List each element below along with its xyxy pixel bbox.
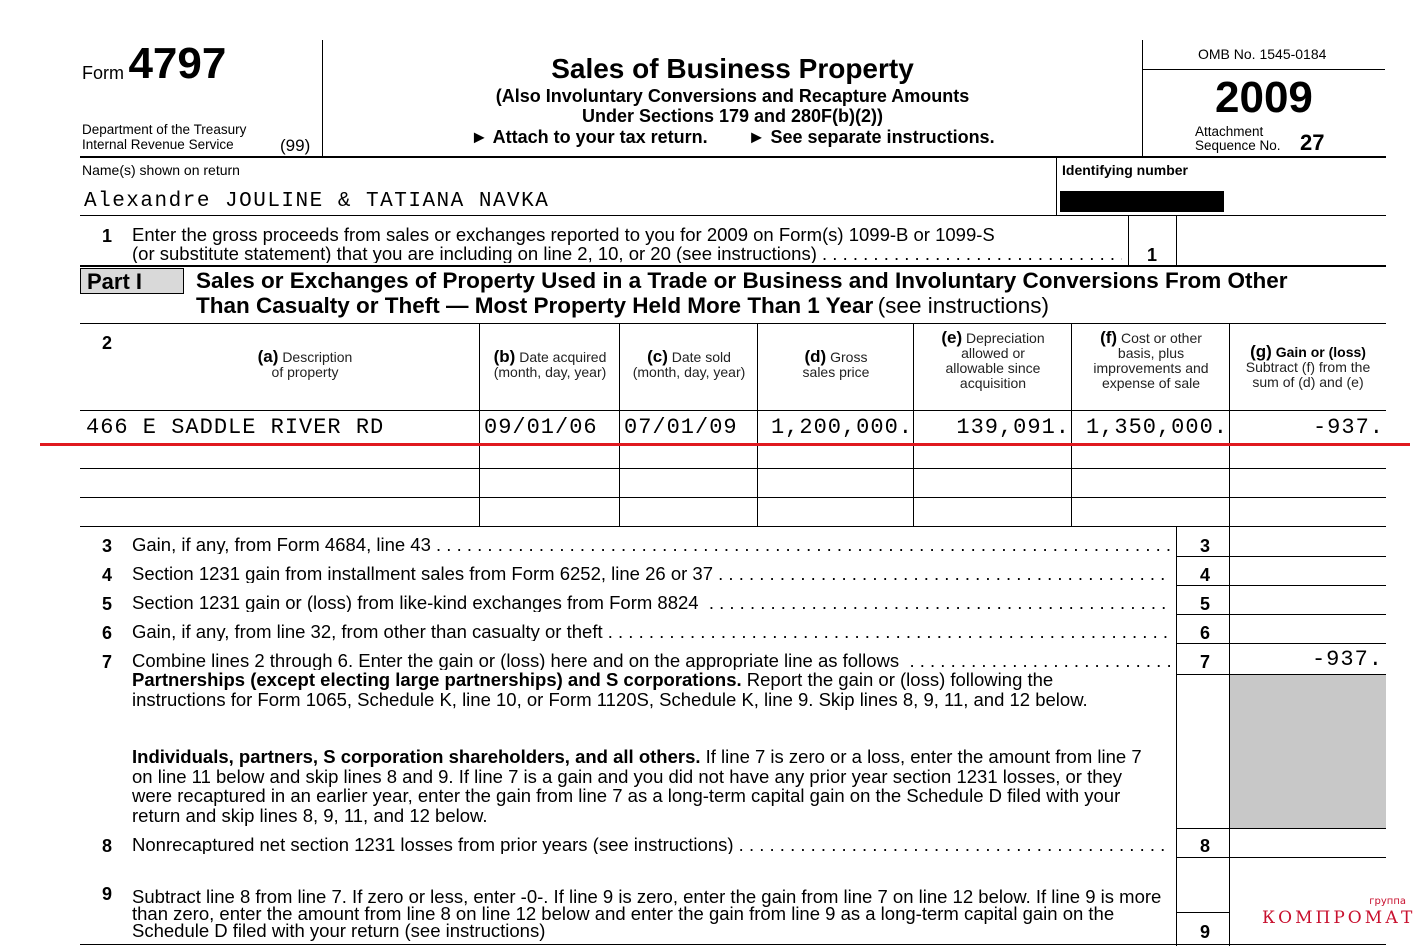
form-subtitle-2: Under Sections 179 and 280F(b)(2)) — [581, 106, 884, 126]
line-5-number: 5 — [102, 594, 113, 614]
date-sold[interactable]: 07/01/09 — [624, 415, 738, 440]
line-5-amount-field[interactable] — [1231, 586, 1385, 613]
col-b-header: (b) Date acquired (month, day, year) — [493, 347, 607, 380]
line-8-box-label: 8 — [1200, 836, 1211, 856]
form-title: Sales of Business Property — [551, 53, 914, 84]
table-row-empty[interactable] — [80, 498, 1386, 525]
line-7-amount[interactable]: -937. — [1311, 647, 1383, 672]
line-7-box-label: 7 — [1200, 652, 1211, 672]
line-7-individuals-instructions: Individuals, partners, S corporation sha… — [132, 746, 1142, 826]
line-2-number: 2 — [102, 333, 113, 353]
line-9-box-label: 9 — [1200, 922, 1211, 942]
form-title-block: Sales of Business Property (Also Involun… — [330, 52, 1135, 148]
line-1-text: Enter the gross proceeds from sales or e… — [132, 224, 1122, 263]
line-6-amount-field[interactable] — [1231, 615, 1385, 642]
shaded-area — [1230, 675, 1386, 828]
line-8-amount-field[interactable] — [1231, 829, 1385, 856]
part-1-label: Part I — [80, 268, 184, 294]
line-8-text: Nonrecaptured net section 1231 losses fr… — [132, 835, 1172, 854]
col-a-header: (a) Description of property — [257, 347, 353, 380]
redacted-identifying-number — [1060, 191, 1224, 212]
gross-sales-price[interactable]: 1,200,000. — [770, 415, 913, 440]
red-highlight-line — [40, 443, 1410, 446]
line-6-box-label: 6 — [1200, 623, 1211, 643]
line-3-number: 3 — [102, 536, 113, 556]
watermark-logo: группа КОМПРОМАТ — [1262, 896, 1416, 928]
attachment-label: Attachment Sequence No. — [1195, 124, 1281, 153]
property-description[interactable]: 466 E SADDLE RIVER RD — [86, 415, 385, 440]
col-f-header: (f) Cost or other basis, plus improvemen… — [1093, 328, 1209, 391]
line-1-amount-field[interactable] — [1177, 216, 1385, 264]
line-9-number: 9 — [102, 884, 113, 904]
line-9-text: Subtract line 8 from line 7. If zero or … — [132, 886, 1162, 941]
see-instructions: See separate instructions. — [770, 127, 995, 147]
line-4-box-label: 4 — [1200, 565, 1211, 585]
line-4-text: Section 1231 gain from installment sales… — [132, 564, 1172, 583]
taxpayer-names[interactable]: Alexandre JOULINE & TATIANA NAVKA — [84, 190, 550, 213]
table-row-empty[interactable] — [80, 469, 1386, 496]
sequence-number: 27 — [1300, 130, 1325, 155]
line-4-number: 4 — [102, 565, 113, 585]
dept-line2: Internal Revenue Service — [82, 137, 234, 152]
form-number: 4797 — [128, 39, 227, 88]
form-word: Form — [82, 63, 124, 83]
dept-code: (99) — [280, 136, 311, 155]
line-7-partnerships-instructions: Partnerships (except electing large part… — [132, 669, 1088, 710]
line-7-text: Combine lines 2 through 6. Enter the gai… — [132, 651, 1172, 670]
department-label: Department of the Treasury Internal Reve… — [82, 122, 246, 152]
line-6-number: 6 — [102, 623, 113, 643]
col-e-header: (e) Depreciation allowed or allowable si… — [941, 328, 1045, 391]
dept-line1: Department of the Treasury — [82, 122, 247, 137]
attach-instruction: Attach to your tax return. — [492, 127, 708, 147]
line-4-amount-field[interactable] — [1231, 557, 1385, 584]
line-5-text: Section 1231 gain or (loss) from like-ki… — [132, 593, 1167, 612]
date-acquired[interactable]: 09/01/06 — [484, 415, 598, 440]
arrow-icon: ► — [747, 127, 766, 147]
line-3-box-label: 3 — [1200, 536, 1211, 556]
names-label: Name(s) shown on return — [82, 162, 240, 178]
omb-number: OMB No. 1545-0184 — [1198, 46, 1327, 62]
line-3-text: Gain, if any, from Form 4684, line 43 . … — [132, 535, 1172, 554]
tax-year: 2009 — [1215, 73, 1313, 122]
depreciation-allowed[interactable]: 139,091. — [956, 415, 1070, 440]
col-c-header: (c) Date sold (month, day, year) — [632, 347, 746, 380]
form-subtitle-1: (Also Involuntary Conversions and Recapt… — [495, 86, 970, 106]
line-8-number: 8 — [102, 836, 113, 856]
line-3-amount-field[interactable] — [1231, 528, 1385, 555]
arrow-icon: ► — [470, 127, 489, 147]
part-1-title: Sales or Exchanges of Property Used in a… — [196, 268, 1288, 318]
col-d-header: (d) Gross sales price — [802, 347, 870, 380]
line-7-number: 7 — [102, 652, 113, 672]
line-6-text: Gain, if any, from line 32, from other t… — [132, 622, 1172, 641]
line-1-number: 1 — [102, 226, 113, 246]
line-1-box-label: 1 — [1147, 245, 1158, 265]
col-g-header: (g) Gain or (loss) Subtract (f) from the… — [1245, 342, 1371, 390]
line-5-box-label: 5 — [1200, 594, 1211, 614]
gain-or-loss[interactable]: -937. — [1312, 415, 1384, 440]
cost-or-basis[interactable]: 1,350,000. — [1085, 415, 1228, 440]
form-label: Form 4797 — [82, 42, 322, 89]
identifying-number-label: Identifying number — [1062, 162, 1188, 178]
